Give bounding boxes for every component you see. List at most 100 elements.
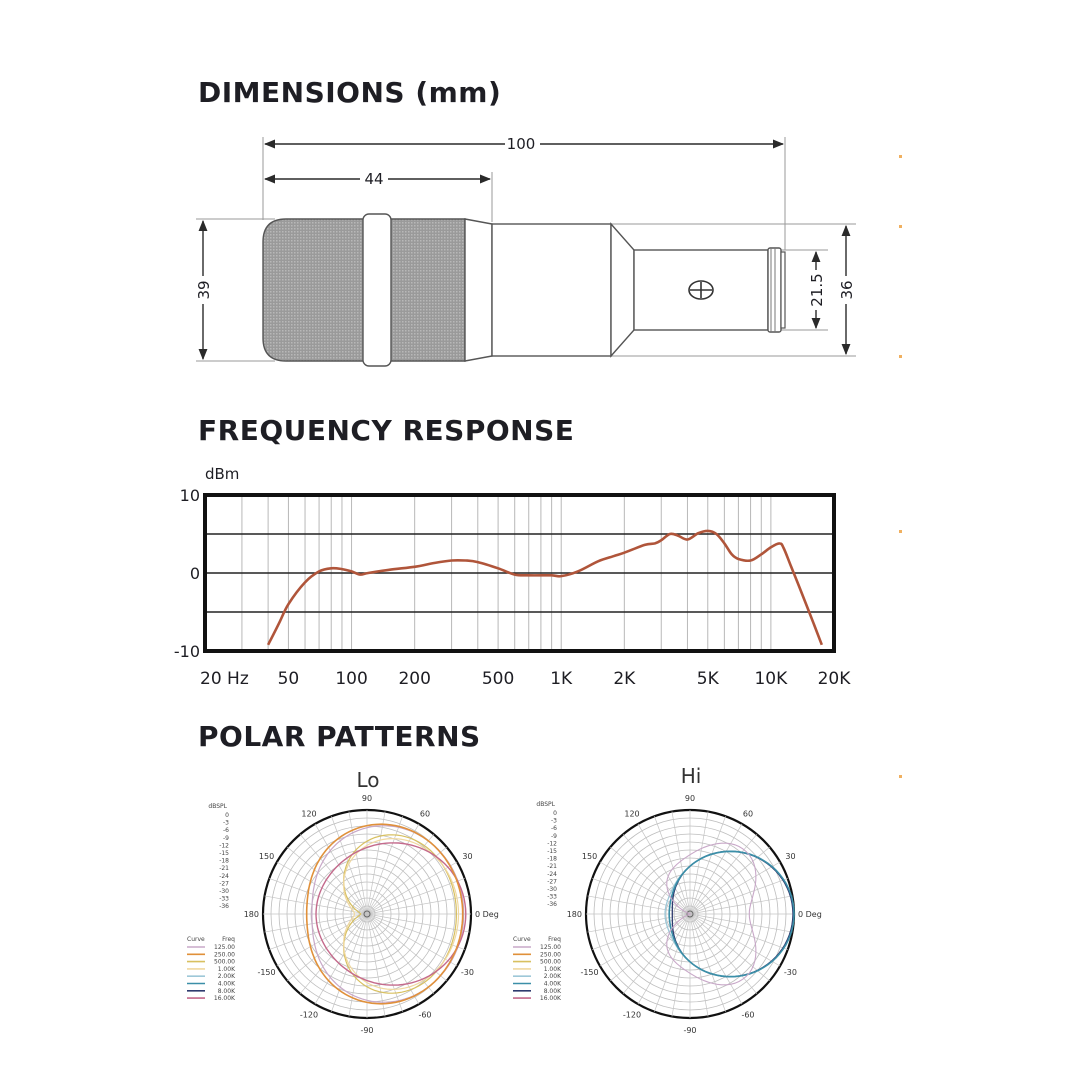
y-unit-label: dBm (205, 465, 239, 483)
polar-angle-label: 0 Deg (475, 910, 499, 919)
x-tick-label: 200 (398, 669, 430, 689)
polar-angle-label: 30 (785, 852, 795, 861)
polar-spoke (689, 816, 726, 915)
scale-value: -27 (219, 880, 229, 887)
legend-freq: 125.00 (214, 944, 235, 951)
legend-header-curve: Curve (513, 936, 531, 943)
polar-spoke (264, 913, 368, 933)
polar-angle-label: 150 (582, 852, 597, 861)
microphone-outline (262, 213, 786, 367)
head-length-label: 44 (364, 170, 383, 188)
scale-value: -12 (219, 842, 229, 849)
polar-spoke (599, 913, 691, 967)
legend-freq: 250.00 (214, 951, 235, 958)
scale-value: -3 (223, 820, 229, 827)
polar-spoke (366, 913, 465, 950)
polar-spoke (287, 913, 368, 982)
polar-spoke (331, 913, 368, 1012)
response-curve (266, 529, 824, 646)
scale-value: -36 (219, 903, 229, 910)
legend-freq: 2.00K (218, 973, 236, 980)
scale-value: -36 (547, 901, 557, 908)
scale-value: -30 (219, 888, 229, 895)
polar-spoke (264, 895, 368, 915)
polar-spoke (314, 913, 368, 1005)
polar-spoke (366, 895, 470, 915)
y-tick-label: -10 (174, 642, 200, 661)
polar-spoke (689, 913, 709, 1017)
legend-header-curve: Curve (187, 936, 205, 943)
polar-angle-label: -120 (300, 1010, 318, 1019)
polar-pattern-curve (666, 842, 757, 986)
overall-length-label: 100 (507, 135, 536, 153)
legend-freq: 125.00 (540, 944, 561, 951)
logo-icon (688, 280, 714, 300)
polar-angle-label: 90 (685, 794, 695, 803)
scale-value: -18 (219, 858, 229, 865)
polar-pattern-curve (305, 823, 464, 1005)
x-tick-label: 500 (482, 669, 514, 689)
polar-angle-label: 120 (624, 810, 639, 819)
polar-spoke (366, 816, 403, 915)
polar-spoke (654, 913, 691, 1012)
polar-spoke (366, 846, 447, 915)
edge-mark (899, 355, 902, 358)
polar-angle-label: 30 (462, 852, 472, 861)
legend-freq: 8.00K (544, 988, 562, 995)
polar-spoke (689, 861, 781, 915)
scale-value: -15 (547, 848, 557, 855)
polar-angle-label: 150 (259, 852, 274, 861)
polar-angle-label: 120 (301, 810, 316, 819)
legend-hi: Curve Freq125.00250.00500.001.00K2.00K4.0… (513, 936, 562, 1002)
polar-patterns-heading: POLAR PATTERNS (198, 720, 481, 753)
polar-angle-label: -150 (257, 968, 275, 977)
polar-angle-label: 60 (743, 810, 753, 819)
scale-value: -27 (547, 878, 557, 885)
polar-spoke (637, 823, 691, 915)
legend-freq: 2.00K (544, 973, 562, 980)
polar-spoke (366, 878, 465, 915)
scale-value: -12 (547, 840, 557, 847)
hi-title: Hi (681, 764, 702, 788)
edge-mark (899, 155, 902, 158)
edge-mark (899, 225, 902, 228)
scale-value: -6 (223, 827, 229, 834)
x-tick-label: 20 Hz (200, 669, 249, 689)
plot-frame (203, 493, 836, 653)
polar-spoke (592, 913, 691, 950)
polar-spoke (689, 878, 788, 915)
polar-spoke (366, 913, 420, 1005)
scale-value: -33 (219, 896, 229, 903)
scale-value: -30 (547, 886, 557, 893)
polar-spoke (689, 913, 743, 1005)
scale-value: -21 (547, 863, 557, 870)
polar-plot-hi: 90 60 30 0 Deg -30 -60 -90 -120 -150 180 150 120 (567, 794, 822, 1035)
x-tick-label: 50 (278, 669, 300, 689)
polar-spoke (610, 913, 691, 982)
scale-value: -9 (223, 835, 229, 842)
polar-spoke (299, 913, 368, 994)
scale-value: -24 (547, 871, 557, 878)
scale-value: -3 (551, 818, 557, 825)
legend-freq: 500.00 (540, 959, 561, 966)
polar-spoke (592, 878, 691, 915)
dbspl-scale-lo: dBSPL 0-3-6-9-12-15-18-21-24-27-30-33-36 (208, 803, 229, 910)
dbspl-scale-hi: dBSPL 0-3-6-9-12-15-18-21-24-27-30-33-36 (536, 801, 557, 908)
polar-spoke (366, 913, 403, 1012)
scale-title: dBSPL (536, 801, 555, 808)
scale-value: -33 (547, 894, 557, 901)
legend-lo: Curve Freq125.00250.00500.001.00K2.00K4.0… (187, 936, 236, 1002)
polar-pattern-curve (342, 837, 460, 991)
polar-spoke (314, 823, 368, 915)
legend-header-freq: Freq (222, 936, 235, 943)
polar-spoke (689, 834, 758, 915)
dimension-lines (198, 139, 851, 361)
scale-value: -9 (551, 833, 557, 840)
polar-angle-label: 180 (567, 910, 582, 919)
polar-angle-label: -30 (784, 968, 797, 977)
frequency-gridlines (205, 495, 834, 651)
polar-angle-label: 90 (362, 794, 372, 803)
legend-freq: 1.00K (218, 966, 236, 973)
